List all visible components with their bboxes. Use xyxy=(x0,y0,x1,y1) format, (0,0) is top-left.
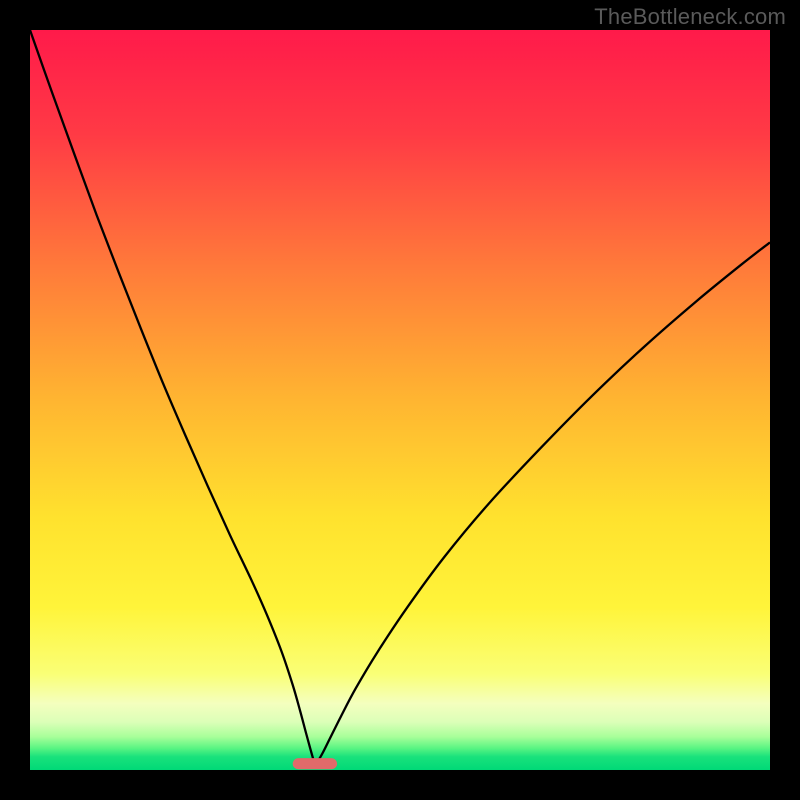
chart-frame: TheBottleneck.com xyxy=(0,0,800,800)
bottleneck-chart xyxy=(0,0,800,800)
gradient-background xyxy=(30,30,770,770)
notch-marker xyxy=(293,758,337,769)
watermark-text: TheBottleneck.com xyxy=(594,4,786,30)
